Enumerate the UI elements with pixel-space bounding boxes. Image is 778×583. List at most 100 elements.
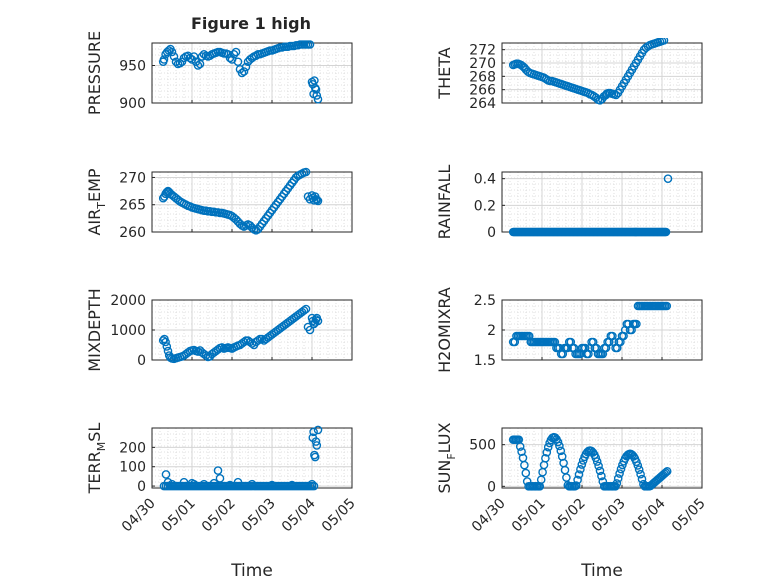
data-point bbox=[161, 470, 171, 479]
data-point bbox=[562, 473, 571, 482]
x-tick-label: 05/02 bbox=[549, 495, 589, 535]
subplot-1: 900 950 PRESSURE bbox=[85, 31, 353, 115]
data-point bbox=[311, 85, 321, 94]
data-series bbox=[508, 38, 669, 105]
data-point bbox=[313, 94, 323, 104]
subplot-3: 260 265 270 AIRTEMP bbox=[85, 167, 353, 241]
y-tick-label: 0 bbox=[487, 479, 496, 495]
data-point bbox=[239, 337, 249, 347]
data-point bbox=[574, 470, 584, 479]
data-point bbox=[634, 465, 644, 474]
data-point bbox=[608, 331, 617, 341]
data-point bbox=[577, 460, 587, 469]
data-point bbox=[619, 331, 628, 341]
y-axis-label: RAINFALL bbox=[435, 165, 454, 240]
data-point bbox=[237, 68, 247, 78]
y-tick-label: 264 bbox=[469, 96, 496, 112]
y-tick-label: 266 bbox=[469, 83, 496, 99]
data-point bbox=[171, 57, 181, 67]
data-point bbox=[520, 460, 529, 470]
y-tick-label: 270 bbox=[119, 170, 146, 186]
y-axis-label: THETA bbox=[435, 47, 454, 99]
data-point bbox=[636, 469, 645, 479]
y-axis-label: SUNFLUX bbox=[435, 422, 458, 493]
x-tick-label: 05/02 bbox=[199, 495, 239, 535]
data-point bbox=[167, 479, 177, 489]
data-point bbox=[247, 479, 257, 489]
subplot-6: 1.5 2 2.5 H2OMIXRA bbox=[435, 287, 703, 373]
y-label-subscript: T bbox=[95, 202, 108, 210]
y-axis-label: PRESSURE bbox=[85, 31, 104, 115]
data-point bbox=[199, 479, 209, 489]
y-label-main: SUN bbox=[435, 460, 454, 494]
data-series bbox=[158, 304, 323, 364]
data-point bbox=[310, 452, 320, 462]
data-point bbox=[313, 316, 323, 326]
data-point bbox=[309, 481, 319, 491]
data-point bbox=[231, 47, 241, 57]
data-point bbox=[633, 461, 643, 470]
data-point bbox=[287, 480, 297, 490]
data-point bbox=[611, 90, 621, 100]
data-point bbox=[201, 351, 211, 360]
y-tick-label: 268 bbox=[469, 69, 496, 85]
data-point bbox=[541, 454, 550, 463]
data-point bbox=[299, 306, 309, 315]
data-point bbox=[167, 47, 177, 57]
x-tick-label: 05/04 bbox=[629, 495, 669, 535]
data-point bbox=[573, 475, 582, 485]
data-point bbox=[225, 480, 235, 490]
data-point bbox=[553, 437, 563, 447]
y-label-subscript: F bbox=[445, 453, 458, 459]
data-point bbox=[213, 466, 223, 475]
data-point bbox=[301, 304, 311, 314]
x-tick-label: 05/05 bbox=[319, 495, 359, 535]
data-point bbox=[257, 334, 267, 344]
y-tick-label: 950 bbox=[119, 59, 146, 75]
data-point bbox=[307, 479, 317, 489]
data-point bbox=[197, 52, 207, 61]
y-label-tail: LUX bbox=[435, 422, 454, 453]
subplot-7: 0 100 200 04/30 05/01 05/02 05/03 05/04 05/05 Tim… bbox=[85, 423, 359, 581]
data-point bbox=[657, 38, 667, 46]
data-point bbox=[189, 52, 199, 61]
data-point bbox=[189, 479, 199, 489]
y-tick-label: 200 bbox=[119, 440, 146, 456]
y-tick-label: 500 bbox=[469, 438, 496, 454]
y-tick-label: 0.4 bbox=[474, 172, 496, 188]
data-point bbox=[556, 446, 566, 456]
y-tick-label: 270 bbox=[469, 56, 496, 72]
x-tick-label: 05/01 bbox=[509, 495, 549, 535]
data-point bbox=[632, 319, 641, 329]
data-point bbox=[301, 167, 311, 177]
data-point bbox=[543, 442, 553, 452]
y-tick-label: 265 bbox=[119, 198, 146, 214]
data-point bbox=[159, 55, 169, 64]
data-point bbox=[615, 469, 624, 478]
data-point bbox=[663, 174, 673, 183]
x-tick-label: 05/03 bbox=[589, 495, 629, 535]
data-point bbox=[312, 195, 322, 205]
data-point bbox=[163, 477, 173, 487]
data-point bbox=[209, 478, 219, 488]
data-point bbox=[542, 448, 552, 457]
subplot-8: 0 500 04/30 05/01 05/02 05/03 05/04 05/05 Time SU… bbox=[435, 422, 709, 581]
data-point bbox=[253, 336, 263, 345]
y-axis-label: TERRMSL bbox=[85, 423, 108, 495]
data-series bbox=[508, 432, 672, 491]
y-tick-label: 0 bbox=[137, 479, 146, 495]
data-point bbox=[659, 38, 669, 45]
data-point bbox=[239, 67, 249, 76]
y-label-main: TERR bbox=[85, 451, 104, 494]
data-point bbox=[305, 325, 315, 335]
y-axis-label: H2OMIXRA bbox=[435, 287, 454, 373]
data-point bbox=[267, 480, 277, 490]
data-point bbox=[169, 52, 179, 61]
data-point bbox=[233, 477, 243, 487]
data-point bbox=[309, 427, 318, 437]
y-tick-label: 272 bbox=[469, 43, 496, 59]
x-axis-label: Time bbox=[580, 561, 623, 581]
data-point bbox=[521, 468, 531, 478]
